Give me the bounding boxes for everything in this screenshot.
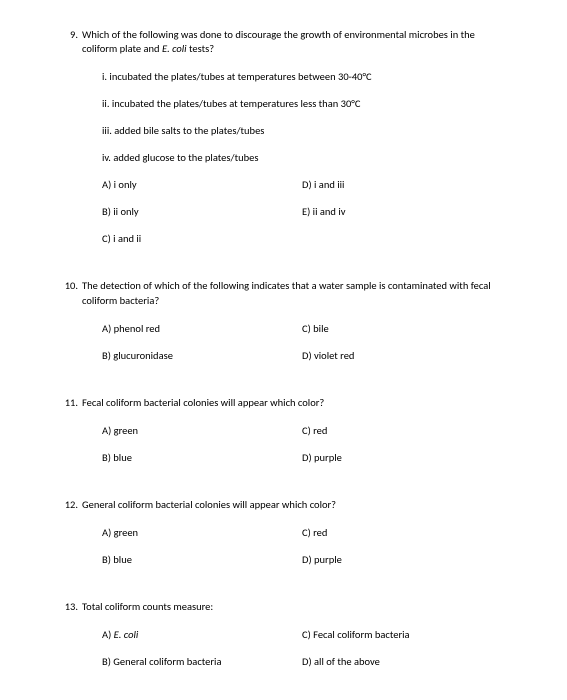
question-13: 13. Total coliform counts measure: A) E.… xyxy=(60,600,507,668)
option-a-italic: E. coli xyxy=(114,628,139,641)
option-row: A) i only D) i and iii xyxy=(102,178,507,191)
question-12: 12. General coliform bacterial colonies … xyxy=(60,498,507,566)
option-c: C) Fecal coliform bacteria xyxy=(302,628,507,641)
options: A) green C) red B) blue D) purple xyxy=(60,424,507,464)
roman-sublist: i. incubated the plates/tubes at tempera… xyxy=(60,70,507,164)
option-c: C) red xyxy=(302,526,507,539)
option-c: C) bile xyxy=(302,322,507,335)
option-a: A) i only xyxy=(102,178,302,191)
sub-iii: iii. added bile salts to the plates/tube… xyxy=(102,124,507,137)
option-a-prefix: A) xyxy=(102,628,114,641)
options: A) phenol red C) bile B) glucuronidase D… xyxy=(60,322,507,362)
option-d: D) purple xyxy=(302,451,507,464)
question-number: 9. xyxy=(60,28,82,41)
question-text: Fecal coliform bacterial colonies will a… xyxy=(82,396,507,410)
question-row: 13. Total coliform counts measure: xyxy=(60,600,507,614)
option-a: A) phenol red xyxy=(102,322,302,335)
q9-text-a: Which of the following was done to disco… xyxy=(82,28,475,55)
option-row: B) blue D) purple xyxy=(102,553,507,566)
option-row: C) i and ii xyxy=(102,232,507,245)
option-b: B) blue xyxy=(102,451,302,464)
option-row: A) phenol red C) bile xyxy=(102,322,507,335)
question-row: 12. General coliform bacterial colonies … xyxy=(60,498,507,512)
option-row: B) ii only E) ii and iv xyxy=(102,205,507,218)
sub-ii: ii. incubated the plates/tubes at temper… xyxy=(102,97,507,110)
option-row: B) General coliform bacteria D) all of t… xyxy=(102,655,507,668)
question-number: 11. xyxy=(60,396,82,409)
option-b: B) glucuronidase xyxy=(102,349,302,362)
sub-iv: iv. added glucose to the plates/tubes xyxy=(102,151,507,164)
option-a: A) green xyxy=(102,424,302,437)
question-text: General coliform bacterial colonies will… xyxy=(82,498,507,512)
option-d: D) violet red xyxy=(302,349,507,362)
option-empty xyxy=(302,232,507,245)
page: 9. Which of the following was done to di… xyxy=(0,0,567,700)
option-e: E) ii and iv xyxy=(302,205,507,218)
question-number: 13. xyxy=(60,600,82,613)
options: A) green C) red B) blue D) purple xyxy=(60,526,507,566)
options: A) E. coli C) Fecal coliform bacteria B)… xyxy=(60,628,507,668)
question-number: 10. xyxy=(60,279,82,292)
option-a: A) green xyxy=(102,526,302,539)
question-row: 10. The detection of which of the follow… xyxy=(60,279,507,307)
question-text: Which of the following was done to disco… xyxy=(82,28,507,56)
option-d: D) purple xyxy=(302,553,507,566)
q9-text-italic: E. coli xyxy=(162,42,187,55)
question-11: 11. Fecal coliform bacterial colonies wi… xyxy=(60,396,507,464)
q9-text-c: tests? xyxy=(187,42,214,55)
option-c: C) i and ii xyxy=(102,232,302,245)
option-row: A) E. coli C) Fecal coliform bacteria xyxy=(102,628,507,641)
sub-i: i. incubated the plates/tubes at tempera… xyxy=(102,70,507,83)
option-c: C) red xyxy=(302,424,507,437)
option-row: A) green C) red xyxy=(102,424,507,437)
question-10: 10. The detection of which of the follow… xyxy=(60,279,507,361)
question-number: 12. xyxy=(60,498,82,511)
option-b: B) General coliform bacteria xyxy=(102,655,302,668)
option-b: B) ii only xyxy=(102,205,302,218)
question-text: Total coliform counts measure: xyxy=(82,600,507,614)
question-text: The detection of which of the following … xyxy=(82,279,507,307)
option-row: B) glucuronidase D) violet red xyxy=(102,349,507,362)
option-d: D) i and iii xyxy=(302,178,507,191)
option-b: B) blue xyxy=(102,553,302,566)
question-row: 11. Fecal coliform bacterial colonies wi… xyxy=(60,396,507,410)
question-row: 9. Which of the following was done to di… xyxy=(60,28,507,56)
option-row: A) green C) red xyxy=(102,526,507,539)
option-d: D) all of the above xyxy=(302,655,507,668)
option-a: A) E. coli xyxy=(102,628,302,641)
question-9: 9. Which of the following was done to di… xyxy=(60,28,507,245)
options: A) i only D) i and iii B) ii only E) ii … xyxy=(60,178,507,245)
option-row: B) blue D) purple xyxy=(102,451,507,464)
